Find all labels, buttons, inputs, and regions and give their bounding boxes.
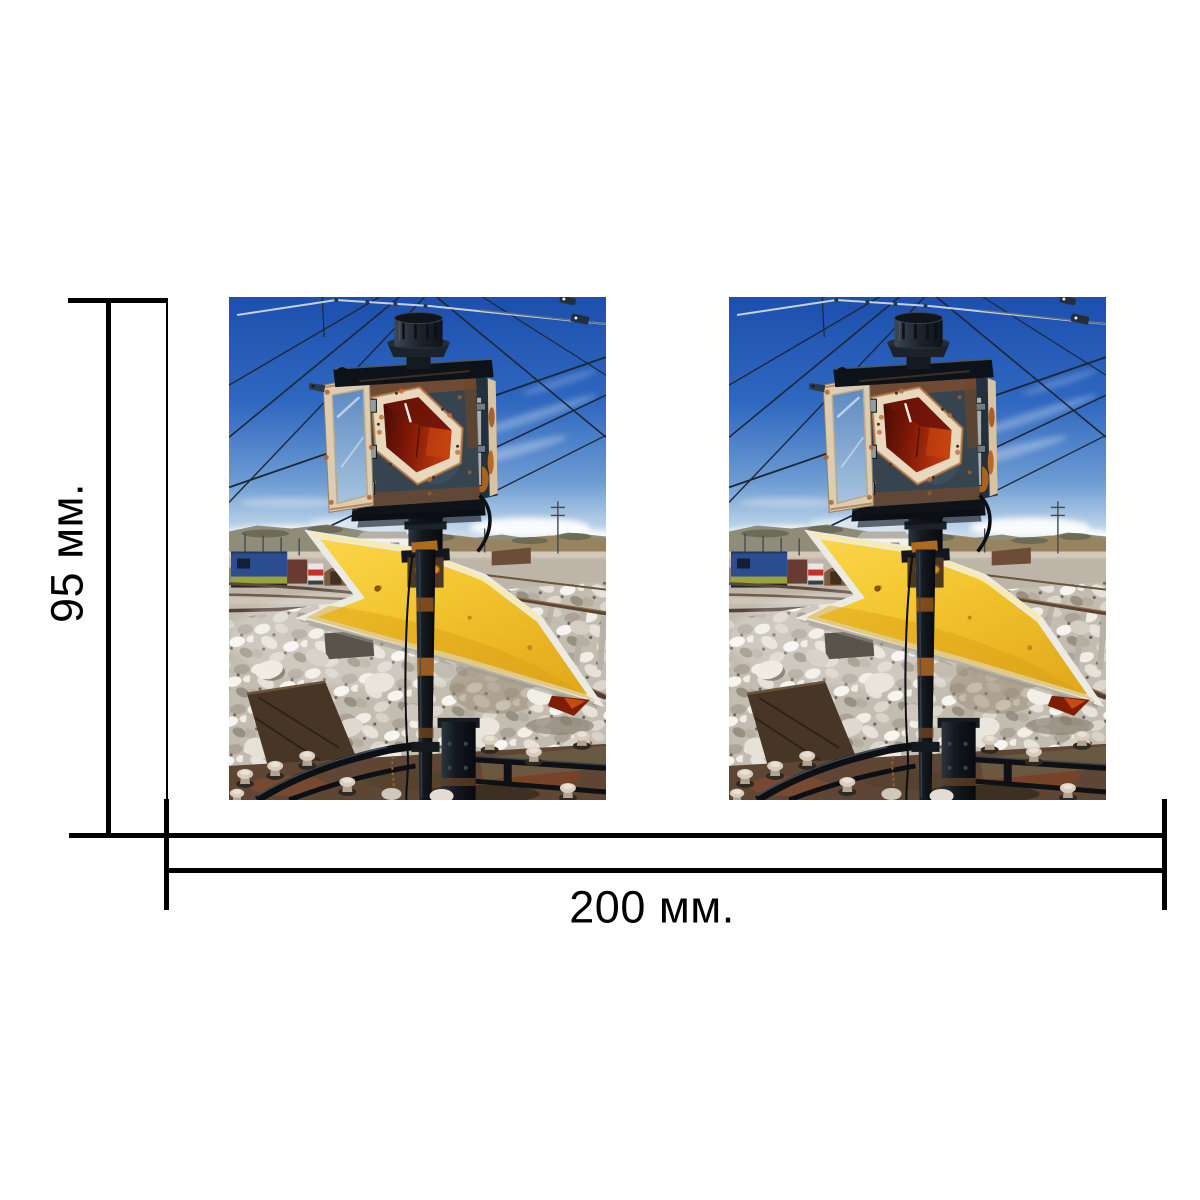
height-dimension-top-tick <box>68 298 168 303</box>
height-dimension-label: 95 мм. <box>41 483 93 623</box>
product-photo-left <box>229 297 606 800</box>
product-photo-right <box>729 297 1106 800</box>
width-dimension-line <box>166 868 1164 873</box>
width-dimension-label: 200 мм. <box>569 881 735 933</box>
width-dimension-left-tick <box>164 799 169 910</box>
height-dimension-line <box>106 298 111 836</box>
width-dimension-right-tick <box>1162 799 1167 910</box>
bottom-extension-line <box>69 833 1166 838</box>
extension-line <box>166 300 168 800</box>
